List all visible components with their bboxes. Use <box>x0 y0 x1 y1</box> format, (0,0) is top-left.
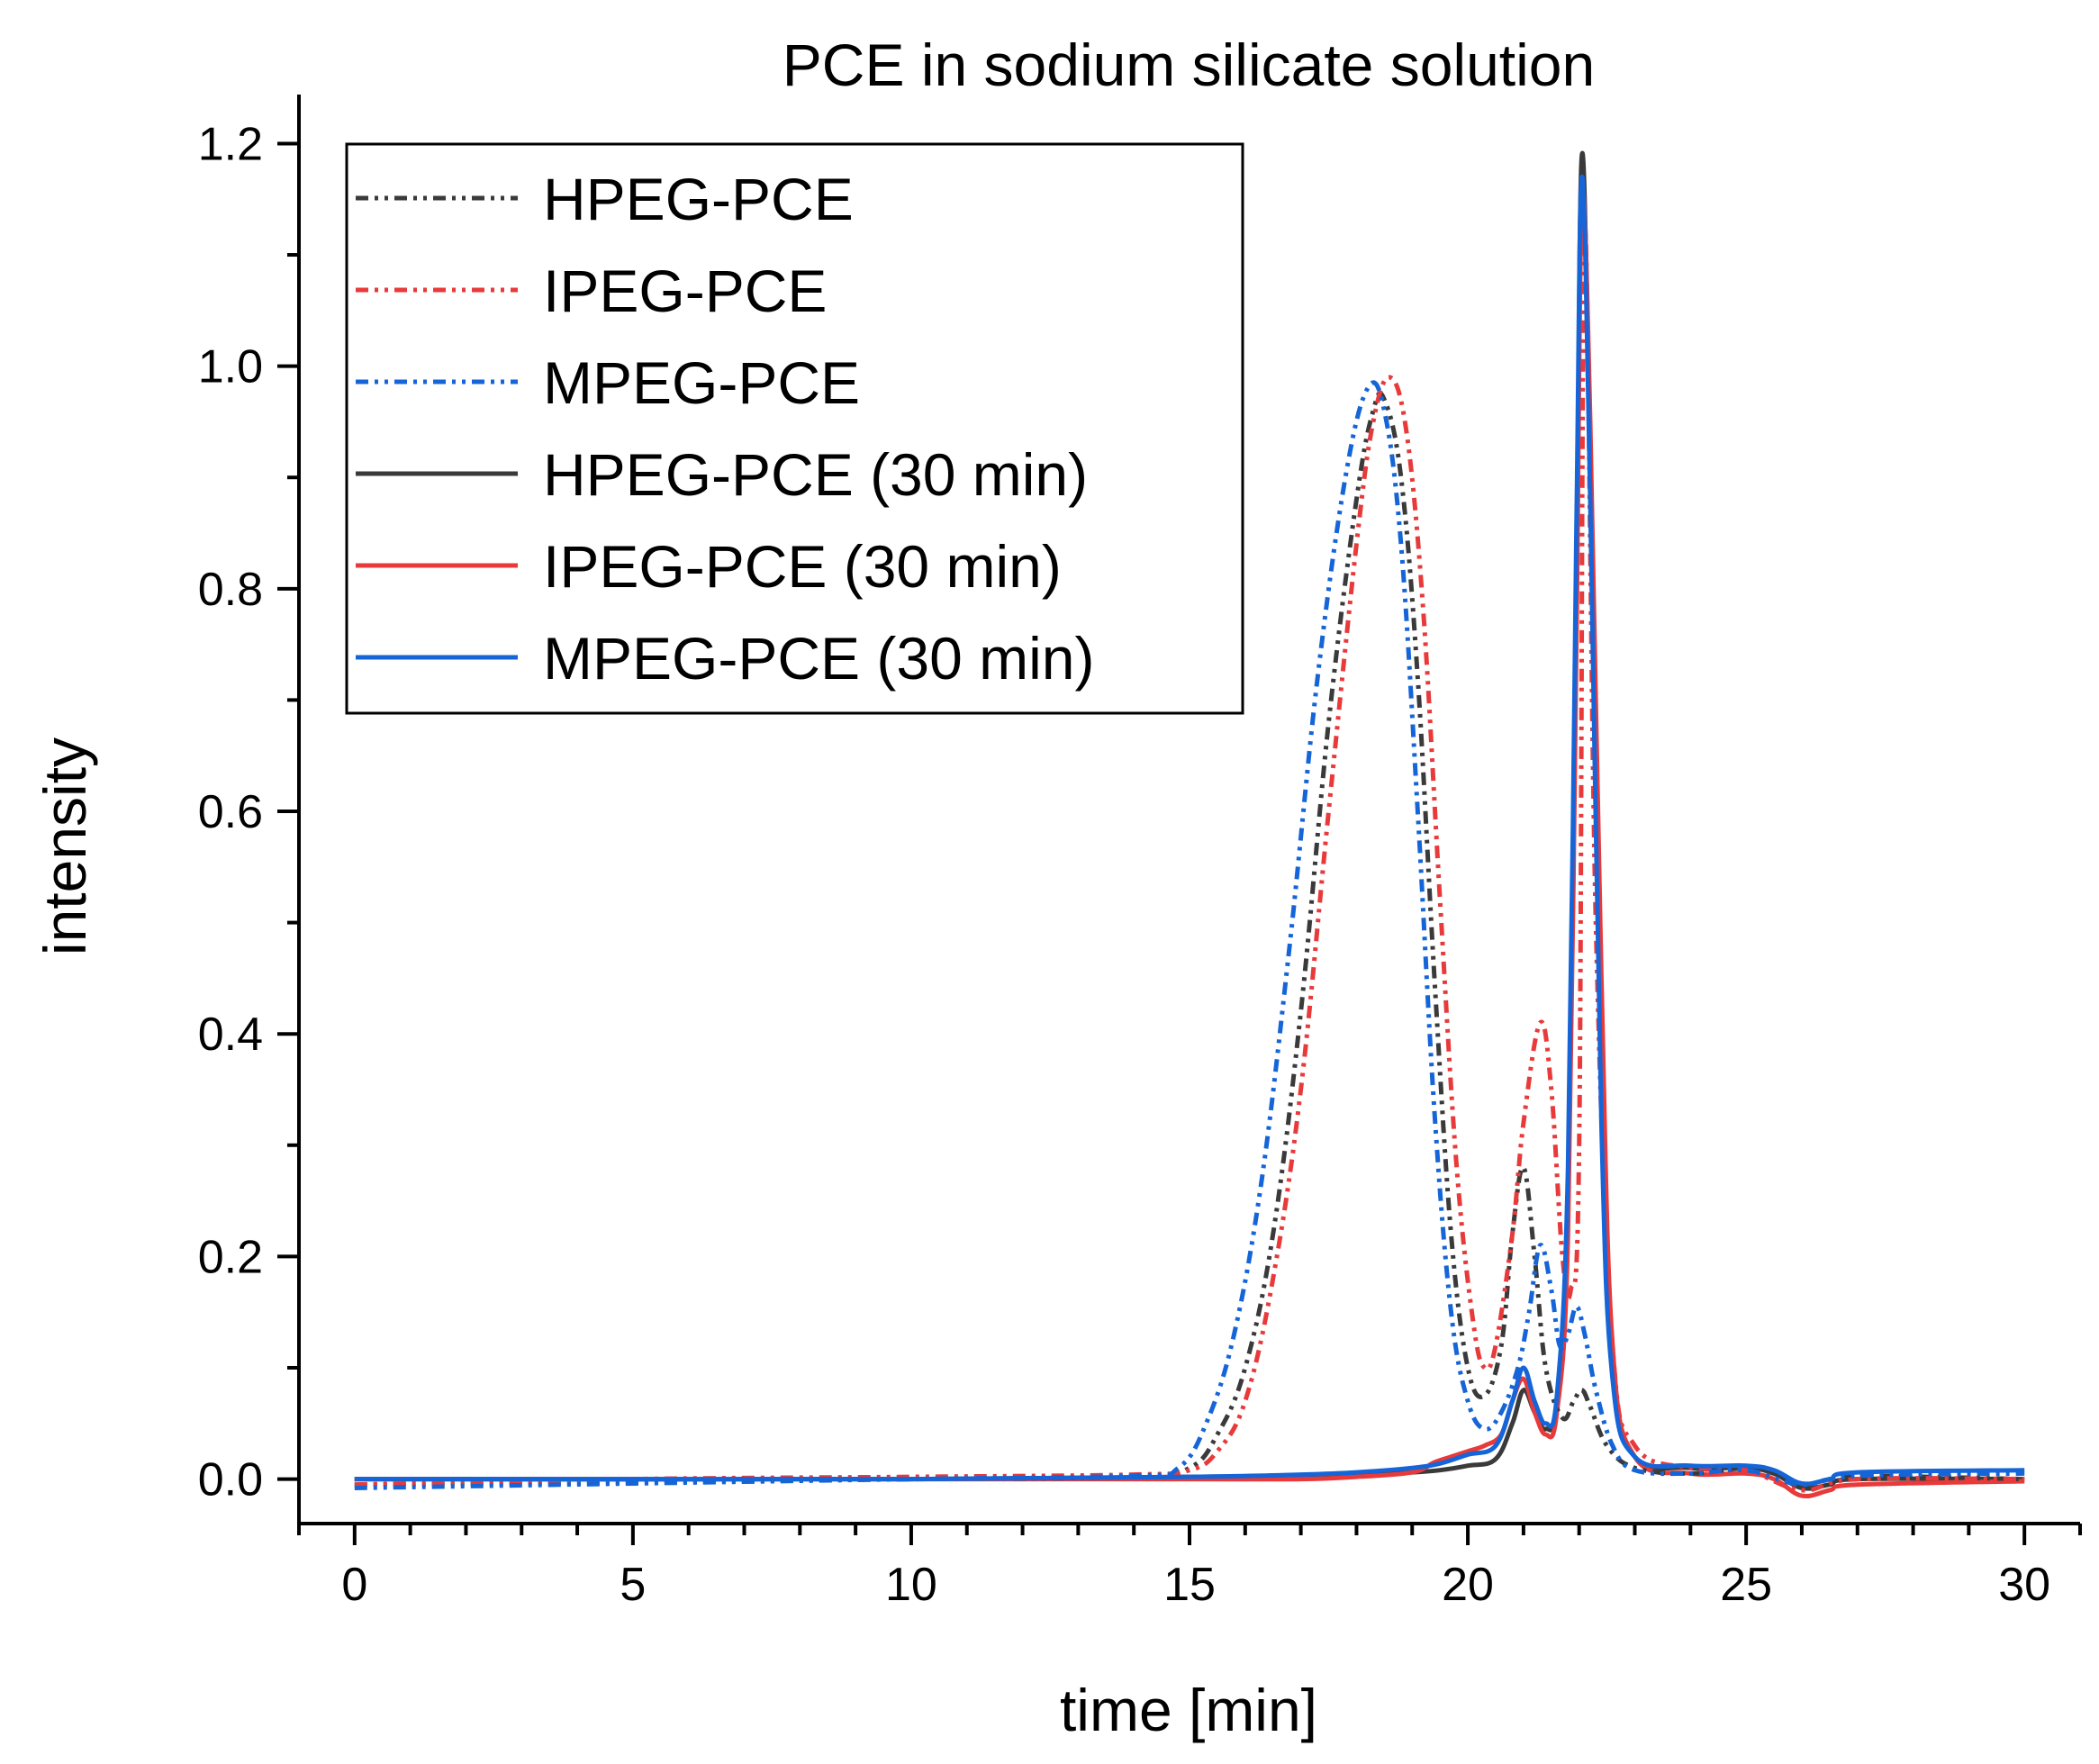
y-tick-label: 1.0 <box>198 341 263 394</box>
x-tick-label: 20 <box>1442 1559 1494 1611</box>
x-axis-label: time [min] <box>1060 1677 1317 1743</box>
legend-label: IPEG-PCE (30 min) <box>543 533 1062 600</box>
y-tick-label: 1.2 <box>198 118 263 170</box>
x-tick-label: 25 <box>1720 1559 1772 1611</box>
x-tick-label: 15 <box>1163 1559 1216 1611</box>
x-tick-label: 30 <box>1998 1559 2050 1611</box>
legend-label: HPEG-PCE <box>543 166 854 232</box>
legend-label: MPEG-PCE (30 min) <box>543 625 1094 692</box>
y-tick-label: 0.6 <box>198 786 263 838</box>
axes-layer: 0 5 10 15 20 25 30 0.0 0.2 0.4 0.6 0.8 1.0 1.2 <box>198 95 2082 1611</box>
y-tick-label: 0.8 <box>198 564 263 616</box>
legend-label: IPEG-PCE <box>543 258 827 324</box>
x-tick-label: 10 <box>885 1559 937 1611</box>
legend-label: MPEG-PCE <box>543 349 860 416</box>
y-axis-label: intensity <box>32 737 98 955</box>
y-tick-label: 0.0 <box>198 1454 263 1506</box>
y-tick-label: 0.4 <box>198 1009 263 1061</box>
series-line-mpeg-pce <box>354 380 2025 1490</box>
y-tick-label: 0.2 <box>198 1231 263 1283</box>
series-line-mpeg-pce-30-min <box>354 174 2025 1487</box>
legend-label: HPEG-PCE (30 min) <box>543 441 1088 508</box>
x-tick-label: 0 <box>341 1559 367 1611</box>
legend-box <box>345 142 1244 715</box>
legend: HPEG-PCE IPEG-PCE MPEG-PCE HPEG-PCE (30 min… <box>345 142 1244 715</box>
series-line-ipeg-pce <box>354 228 2025 1493</box>
chart-title: PCE in sodium silicate solution <box>783 32 1595 98</box>
series-layer <box>354 150 2025 1499</box>
x-tick-label: 5 <box>620 1559 646 1611</box>
